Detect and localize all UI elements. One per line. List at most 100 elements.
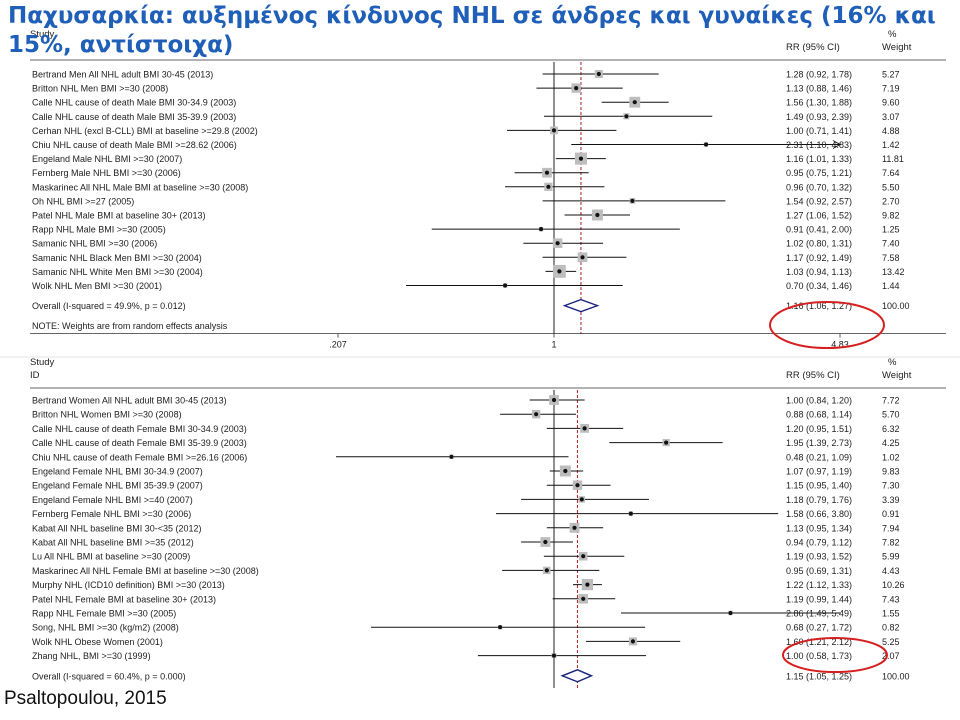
point-estimate [563,468,568,474]
weight-value: 0.82 [882,623,900,633]
point-estimate [546,184,551,189]
study-label: Engeland Female NHL BMI >=40 (2007) [32,495,193,505]
point-estimate [538,227,544,232]
rr-value: 1.19 (0.93, 1.52) [786,552,852,562]
point-estimate [575,483,580,488]
weight-value: 4.88 [882,126,900,136]
study-label: Samanic NHL White Men BMI >=30 (2004) [32,267,203,277]
rr-value: 1.22 (1.12, 1.33) [786,580,852,590]
rr-value: 1.07 (0.97, 1.19) [786,467,852,477]
rr-value: 0.95 (0.69, 1.31) [786,566,852,576]
point-estimate [502,283,508,288]
study-label: Lu All NHL BMI at baseline >=30 (2009) [32,552,190,562]
header-percent: % [888,30,897,40]
weight-value: 5.50 [882,182,900,192]
study-label: Engeland Female NHL BMI 35-39.9 (2007) [32,481,203,491]
study-label: Chiu NHL cause of death Male BMI >=28.62… [32,140,237,150]
point-estimate [581,596,586,601]
point-estimate [628,511,633,516]
rr-value: 1.60 (1.21, 2.12) [786,637,852,647]
weight-value: 7.82 [882,538,900,548]
rr-value: 0.68 (0.27, 1.72) [786,623,852,633]
point-estimate [551,128,557,133]
rr-value: 0.48 (0.21, 1.09) [786,452,852,462]
rr-value: 1.20 (0.95, 1.51) [786,424,852,434]
point-estimate [578,156,584,161]
rr-value: 0.88 (0.68, 1.14) [786,410,852,420]
point-estimate [574,86,579,91]
rr-value: 1.49 (0.93, 2.39) [786,112,852,122]
header-id: ID [30,370,40,381]
point-estimate [544,170,550,175]
overall-label: Overall (I-squared = 49.9%, p = 0.012) [32,301,186,311]
rr-value: 0.94 (0.79, 1.12) [786,538,852,548]
rr-value: 1.95 (1.39, 2.73) [786,438,852,448]
point-estimate [498,625,503,630]
point-estimate [579,497,584,502]
forest-plot-women: Study ID% RR (95% CI) Weight Bertrand Women … [30,358,946,688]
study-label: Rapp NHL Female BMI >=30 (2005) [32,609,176,619]
weight-value: 4.25 [882,438,900,448]
study-label: Samanic NHL BMI >=30 (2006) [32,239,157,249]
panel-divider [0,356,960,358]
rr-value: 1.00 (0.58, 1.73) [786,651,852,661]
rr-value: 1.58 (0.66, 3.80) [786,509,852,519]
point-estimate [728,610,733,616]
rr-value: 1.19 (0.99, 1.44) [786,594,852,604]
study-label: Samanic NHL Black Men BMI >=30 (2004) [32,253,202,263]
study-label: Cerhan NHL (excl B-CLL) BMI at baseline … [32,126,258,136]
weight-value: 6.32 [882,424,900,434]
header-rr: RR (95% CI) [786,370,840,381]
point-estimate [543,539,548,545]
point-estimate [630,198,635,203]
weight-value: 9.82 [882,211,900,221]
x-tick-label: 1 [551,340,556,350]
forest-plot-men: Study% RR (95% CI) Weight Bertrand Men All … [30,30,946,356]
study-label: Kabat All NHL baseline BMI 30-<35 (2012) [32,523,202,533]
weight-value: 1.25 [882,225,900,235]
overall-rr-value: 1.16 (1.06, 1.27) [786,301,852,311]
weight-value: 5.70 [882,410,900,420]
study-label: Calle NHL cause of death Female BMI 35-3… [32,438,247,448]
study-label: Britton NHL Men BMI >=30 (2008) [32,84,168,94]
rr-value: 1.54 (0.92, 2.57) [786,196,852,206]
study-label: Fernberg Female NHL BMI >=30 (2006) [32,509,191,519]
point-estimate [580,255,585,260]
weight-value: 5.99 [882,552,900,562]
header-study: Study [30,30,55,40]
forest-svg: Study ID% RR (95% CI) Weight Bertrand Women … [30,358,946,688]
point-estimate [534,412,539,417]
weight-value: 7.19 [882,84,900,94]
weight-value: 1.42 [882,140,900,150]
study-label: Wolk NHL Men BMI >=30 (2001) [32,281,162,291]
rr-value: 1.16 (1.01, 1.33) [786,154,852,164]
rr-value: 1.17 (0.92, 1.49) [786,253,852,263]
point-estimate [581,554,586,559]
weights-note: NOTE: Weights are from random effects an… [32,321,228,331]
weight-value: 2.07 [882,651,900,661]
study-label: Calle NHL cause of death Male BMI 30-34.… [32,98,236,108]
x-tick-label: .207 [329,340,347,350]
point-estimate [551,397,557,403]
rr-value: 0.96 (0.70, 1.32) [786,182,852,192]
study-label: Rapp NHL Male BMI >=30 (2005) [32,225,166,235]
header-weight: Weight [882,370,912,381]
rr-value: 1.13 (0.95, 1.34) [786,523,852,533]
weight-value: 2.70 [882,196,900,206]
point-estimate [624,114,629,119]
weight-value: 7.30 [882,481,900,491]
study-label: Chiu NHL cause of death Female BMI >=26.… [32,452,247,462]
author-citation: Psaltopoulou, 2015 [4,688,167,709]
weight-value: 5.25 [882,637,900,647]
x-tick-label: 4.83 [831,340,849,350]
weight-value: 1.44 [882,281,900,291]
study-label: Oh NHL BMI >=27 (2005) [32,196,134,206]
header-weight: Weight [882,42,912,53]
point-estimate [703,142,709,147]
point-estimate [596,71,601,77]
weight-value: 7.72 [882,396,900,406]
rr-value: 1.00 (0.71, 1.41) [786,126,852,136]
rr-value: 0.95 (0.75, 1.21) [786,168,852,178]
point-estimate [664,440,669,445]
weight-value: 1.02 [882,452,900,462]
